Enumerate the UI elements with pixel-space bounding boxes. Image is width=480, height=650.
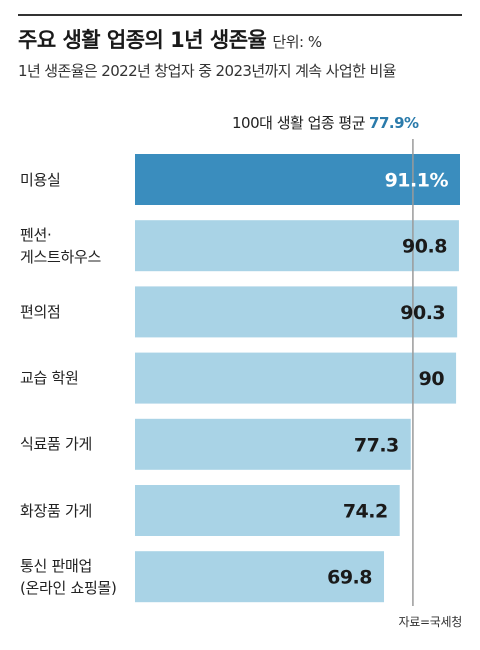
bar-2	[135, 286, 458, 338]
average-label-text: 100대 생활 업종 평균	[232, 114, 366, 132]
top-rule	[18, 14, 462, 16]
category-label-5: 화장품 가게	[20, 501, 92, 520]
bar-3	[135, 352, 457, 404]
category-label-6: 통신 판매업 (온라인 쇼핑몰)	[20, 556, 117, 597]
category-label-3: 교습 학원	[20, 369, 79, 388]
value-label-0: 91.1%	[385, 170, 449, 192]
average-label: 100대 생활 업종 평균 77.9%	[232, 112, 419, 133]
bar-5	[135, 485, 400, 536]
bar-4	[135, 418, 411, 470]
bar-1	[135, 220, 459, 272]
unit-label: 단위: %	[272, 33, 322, 51]
category-label-2: 편의점	[20, 302, 61, 321]
chart-title: 주요 생활 업종의 1년 생존율 단위: %	[18, 24, 322, 54]
value-label-5: 74.2	[343, 501, 388, 523]
bar-0	[135, 154, 460, 205]
value-label-6: 69.8	[327, 567, 372, 589]
value-label-2: 90.3	[400, 302, 445, 324]
value-label-1: 90.8	[402, 236, 447, 258]
category-label-1: 펜션· 게스트하우스	[20, 225, 102, 266]
value-label-4: 77.3	[354, 434, 399, 456]
category-label-4: 식료품 가게	[20, 435, 92, 454]
chart-subtitle: 1년 생존율은 2022년 창업자 중 2023년까지 계속 사업한 비율	[18, 62, 396, 80]
category-label-0: 미용실	[20, 170, 61, 189]
source-note: 자료=국세청	[398, 615, 463, 629]
value-label-3: 90	[419, 368, 445, 390]
title-text: 주요 생활 업종의 1년 생존율	[18, 28, 267, 52]
average-value: 77.9%	[369, 114, 419, 132]
bar-6	[135, 551, 385, 603]
